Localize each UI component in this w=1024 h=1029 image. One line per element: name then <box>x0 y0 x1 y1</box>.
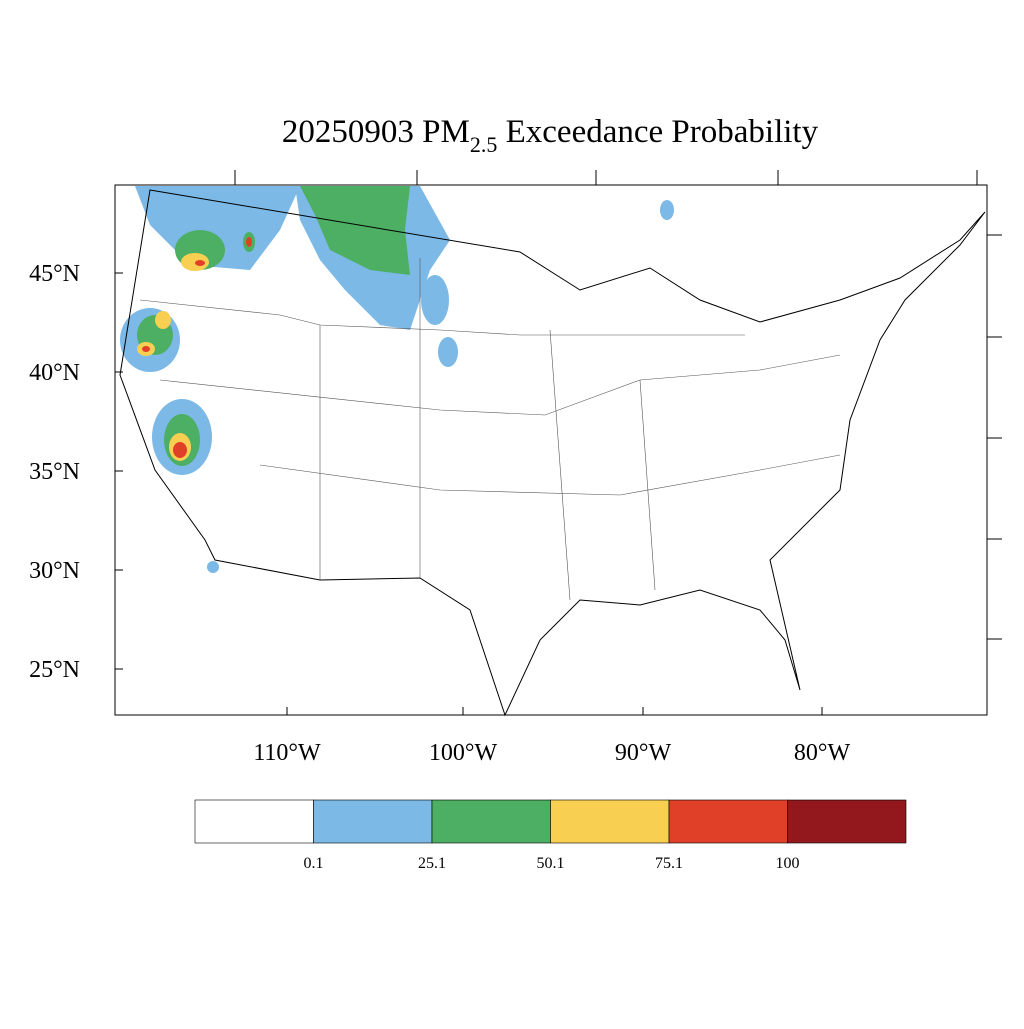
title: 20250903 PM2.5 Exceedance Probability <box>282 114 819 157</box>
colorbar-label: 25.1 <box>418 855 446 872</box>
blob <box>438 337 458 367</box>
title-suffix: Exceedance Probability <box>497 114 818 150</box>
colorbar-label: 75.1 <box>655 855 683 872</box>
state-line <box>159 354 841 416</box>
state-line <box>319 258 656 601</box>
blob <box>207 561 219 573</box>
blob <box>155 311 171 329</box>
title-prefix: 20250903 PM <box>282 114 470 150</box>
plot-bg <box>115 185 987 715</box>
plot-frame <box>114 184 988 716</box>
title-subscript: 2.5 <box>470 132 498 157</box>
state-lines <box>139 258 841 601</box>
colorbar-box <box>787 799 907 844</box>
smoke-blobs <box>120 186 674 573</box>
lat-label: 40°N <box>29 360 80 386</box>
axis-ticks <box>115 170 1002 715</box>
colorbar-box <box>550 799 670 844</box>
lon-label: 80°W <box>794 740 851 766</box>
blob <box>195 260 205 266</box>
country-outline <box>119 189 986 717</box>
blob <box>142 346 150 352</box>
colorbar-label: 0.1 <box>304 855 324 872</box>
lat-label: 35°N <box>29 459 80 485</box>
lat-label: 30°N <box>29 558 80 584</box>
lon-label: 110°W <box>253 740 321 766</box>
blob <box>246 237 252 247</box>
blob <box>173 442 187 458</box>
colorbar-box <box>194 799 314 844</box>
state-line <box>139 299 745 336</box>
map-plot <box>114 184 988 717</box>
colorbar-label: 100 <box>776 855 800 872</box>
colorbar-box <box>431 799 551 844</box>
blob <box>421 275 449 325</box>
blob <box>181 253 209 271</box>
blob <box>300 186 410 275</box>
colorbar-box <box>313 799 433 844</box>
lon-label: 100°W <box>429 740 498 766</box>
lon-label: 90°W <box>615 740 672 766</box>
colorbar: 0.1 25.1 50.1 75.1 100 <box>194 799 907 872</box>
blob <box>660 200 674 220</box>
colorbar-box <box>668 799 788 844</box>
colorbar-label: 50.1 <box>537 855 565 872</box>
lat-label: 45°N <box>29 261 80 287</box>
state-line <box>259 454 841 496</box>
lat-label: 25°N <box>29 657 80 683</box>
